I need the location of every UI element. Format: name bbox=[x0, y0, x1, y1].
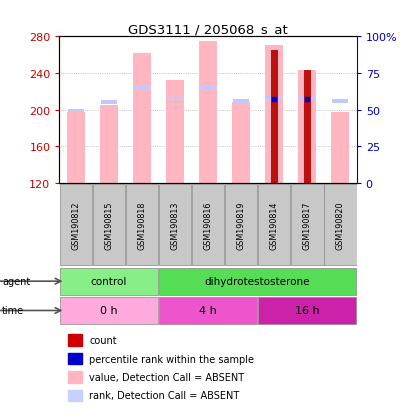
Bar bbox=[264, 46, 283, 183]
Text: GSM190815: GSM190815 bbox=[104, 201, 113, 249]
Bar bbox=[133, 86, 150, 90]
FancyBboxPatch shape bbox=[60, 297, 157, 324]
Bar bbox=[330, 113, 348, 183]
FancyBboxPatch shape bbox=[290, 185, 323, 265]
Bar bbox=[68, 335, 81, 346]
Bar bbox=[68, 389, 81, 401]
Bar bbox=[166, 97, 183, 101]
FancyBboxPatch shape bbox=[158, 185, 191, 265]
Bar bbox=[133, 54, 151, 183]
Text: GSM190817: GSM190817 bbox=[302, 201, 311, 249]
Bar bbox=[68, 371, 81, 383]
Bar bbox=[265, 97, 282, 100]
Bar bbox=[100, 106, 118, 183]
FancyBboxPatch shape bbox=[224, 185, 257, 265]
FancyBboxPatch shape bbox=[257, 185, 290, 265]
Text: 16 h: 16 h bbox=[294, 305, 319, 315]
Text: value, Detection Call = ABSENT: value, Detection Call = ABSENT bbox=[89, 372, 244, 382]
Text: percentile rank within the sample: percentile rank within the sample bbox=[89, 354, 254, 364]
Bar bbox=[297, 71, 315, 183]
Text: rank, Detection Call = ABSENT: rank, Detection Call = ABSENT bbox=[89, 391, 239, 401]
FancyBboxPatch shape bbox=[60, 268, 157, 295]
FancyBboxPatch shape bbox=[126, 185, 158, 265]
FancyBboxPatch shape bbox=[191, 185, 224, 265]
Title: GDS3111 / 205068_s_at: GDS3111 / 205068_s_at bbox=[128, 23, 287, 36]
Text: GSM190819: GSM190819 bbox=[236, 201, 245, 249]
Text: 0 h: 0 h bbox=[100, 305, 117, 315]
FancyBboxPatch shape bbox=[92, 185, 125, 265]
Text: GSM190812: GSM190812 bbox=[71, 201, 80, 249]
Bar bbox=[303, 71, 310, 183]
Bar bbox=[200, 86, 216, 90]
Bar bbox=[232, 100, 249, 104]
FancyBboxPatch shape bbox=[159, 297, 256, 324]
Text: GSM190814: GSM190814 bbox=[269, 201, 278, 249]
Bar bbox=[270, 51, 277, 183]
FancyBboxPatch shape bbox=[258, 297, 355, 324]
Text: agent: agent bbox=[2, 276, 30, 287]
Bar bbox=[68, 353, 81, 365]
Bar bbox=[166, 81, 184, 183]
Text: GSM190816: GSM190816 bbox=[203, 201, 212, 249]
Bar bbox=[298, 96, 315, 99]
Text: count: count bbox=[89, 335, 117, 345]
Text: 4 h: 4 h bbox=[199, 305, 216, 315]
Text: GSM190820: GSM190820 bbox=[335, 201, 344, 249]
Text: control: control bbox=[90, 276, 127, 286]
Bar bbox=[231, 103, 249, 183]
Bar bbox=[67, 109, 84, 113]
FancyBboxPatch shape bbox=[323, 185, 356, 265]
Text: dihydrotestosterone: dihydrotestosterone bbox=[204, 276, 310, 286]
Text: GSM190813: GSM190813 bbox=[170, 201, 179, 249]
Text: time: time bbox=[2, 306, 24, 316]
Bar bbox=[67, 113, 85, 183]
Bar bbox=[198, 42, 217, 183]
Bar bbox=[331, 100, 348, 104]
FancyBboxPatch shape bbox=[159, 268, 355, 295]
Bar bbox=[101, 101, 117, 105]
FancyBboxPatch shape bbox=[59, 185, 92, 265]
Text: GSM190818: GSM190818 bbox=[137, 201, 146, 249]
